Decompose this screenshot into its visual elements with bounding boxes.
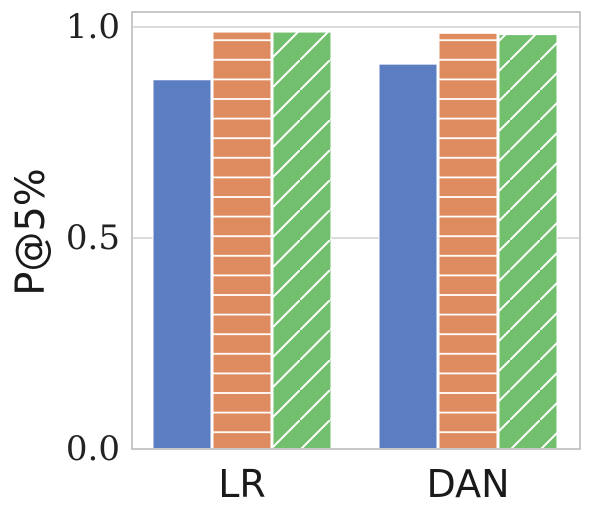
y-axis-label: P@5% — [8, 168, 54, 296]
plot-frame — [131, 11, 581, 450]
x-tick-label-lr: LR — [218, 462, 266, 506]
x-tick-label-dan: DAN — [426, 462, 509, 506]
bar-layer — [152, 31, 558, 450]
bar-lr-series-2 — [212, 31, 272, 450]
y-tick-label: 1.0 — [66, 7, 120, 47]
x-tick-labels: LR DAN — [218, 462, 509, 506]
bar-lr-series-3 — [272, 31, 332, 450]
y-tick-label: 0.0 — [66, 429, 120, 469]
bar-dan-series-3 — [498, 34, 558, 450]
bar-dan-series-2 — [438, 32, 498, 450]
y-tick-labels: 0.0 0.5 1.0 — [66, 7, 120, 469]
bar-dan-series-1 — [378, 63, 438, 450]
bar-lr-series-1 — [152, 79, 212, 450]
y-tick-label: 0.5 — [66, 218, 120, 258]
